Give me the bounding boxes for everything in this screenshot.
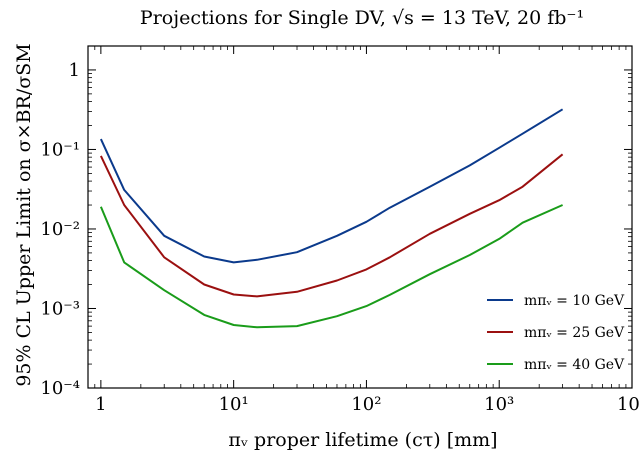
axis-ticks: 1 10¹ 10² 10³ 10⁴ 10⁻⁴ 10⁻³ 10⁻² 10⁻¹ 1 <box>40 45 640 415</box>
series-lines <box>99 108 564 329</box>
legend-label-1: mπᵥ = 10 GeV <box>524 293 625 309</box>
legend: mπᵥ = 10 GeV mπᵥ = 25 GeV mπᵥ = 40 GeV <box>487 293 625 373</box>
y-axis-label: 95% CL Upper Limit on σ×BR/σSM <box>13 43 35 386</box>
y-tick-label: 1 <box>69 60 80 81</box>
legend-label-2: mπᵥ = 25 GeV <box>524 325 625 341</box>
y-tick-label: 10⁻⁴ <box>40 378 80 399</box>
legend-label-3: mπᵥ = 40 GeV <box>524 357 625 373</box>
x-tick-label: 1 <box>95 394 106 415</box>
x-axis-label: πᵥ proper lifetime (cτ) [mm] <box>228 429 497 451</box>
series-line-2 <box>99 153 564 298</box>
y-tick-label: 10⁻² <box>40 219 80 240</box>
x-tick-label: 10¹ <box>219 394 249 415</box>
x-tick-label: 10² <box>351 394 381 415</box>
y-tick-label: 10⁻³ <box>40 298 80 319</box>
series-line-3 <box>99 204 564 329</box>
chart-title: Projections for Single DV, √s = 13 TeV, … <box>140 7 584 29</box>
x-tick-label: 10³ <box>484 394 514 415</box>
x-tick-label: 10⁴ <box>617 394 640 415</box>
series-line-1 <box>99 108 564 264</box>
y-tick-label: 10⁻¹ <box>40 139 80 160</box>
